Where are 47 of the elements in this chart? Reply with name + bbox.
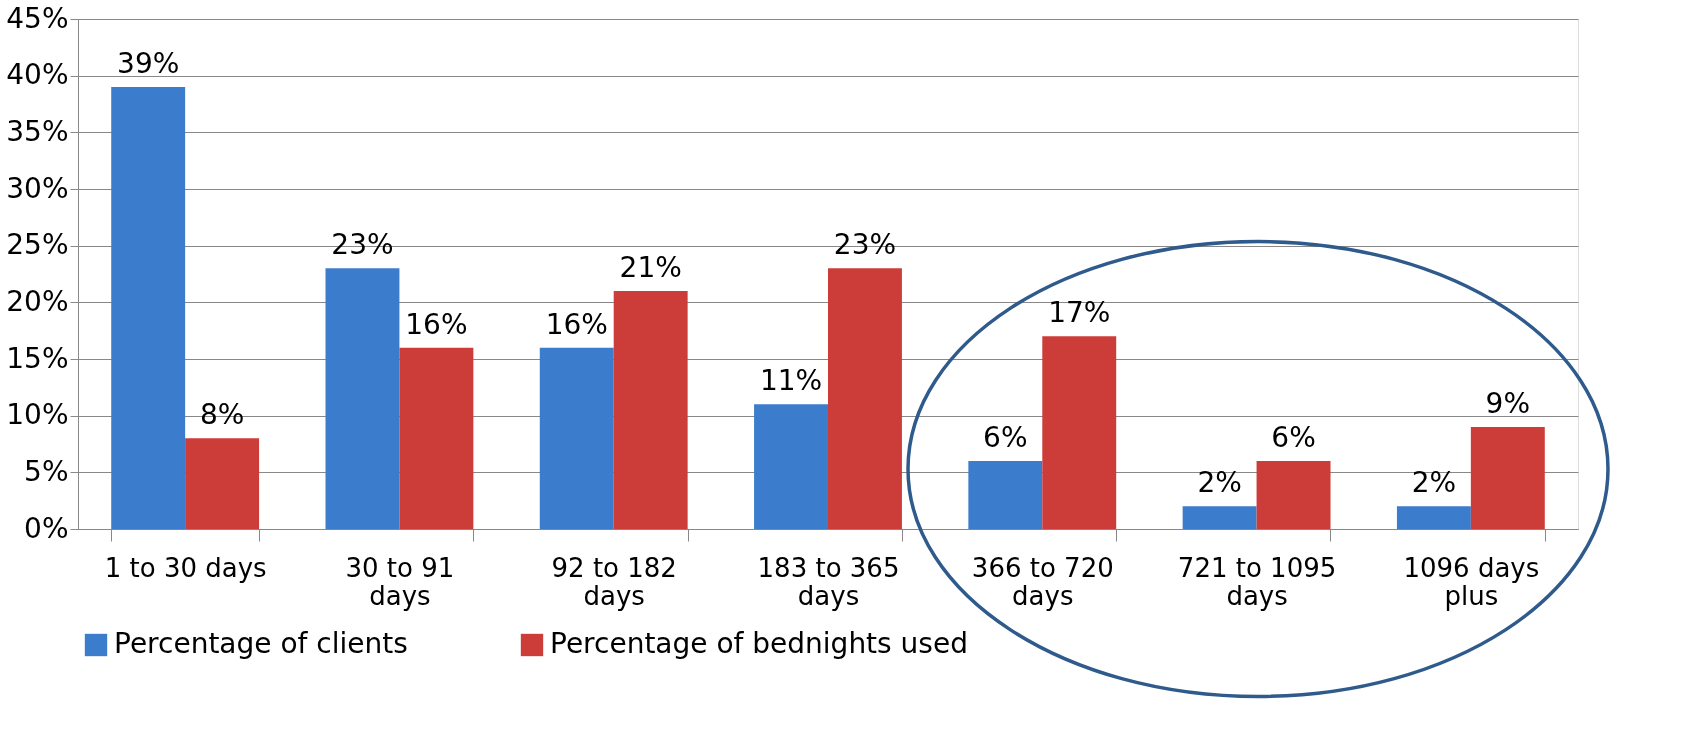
y-tick-label: 0% xyxy=(24,511,69,545)
bar xyxy=(111,87,186,529)
y-tick-label: 20% xyxy=(6,284,69,318)
x-tick-label: 721 to 1095 days xyxy=(1177,552,1337,611)
data-label: 2% xyxy=(1197,466,1242,500)
data-label: 8% xyxy=(199,398,245,432)
bar xyxy=(1396,506,1471,529)
data-label: 6% xyxy=(1271,421,1316,454)
x-tick-label: 1096 days plus xyxy=(1403,552,1540,611)
bar xyxy=(1470,427,1545,529)
data-label: 39% xyxy=(117,47,180,80)
bar xyxy=(1042,336,1117,529)
data-label: 17% xyxy=(1048,296,1111,330)
data-label: 9% xyxy=(1485,387,1531,420)
y-tick-label: 40% xyxy=(6,58,69,92)
x-tick-label: 30 to 91 days xyxy=(345,552,455,611)
bar xyxy=(1256,461,1331,529)
data-label: 23% xyxy=(331,228,394,262)
data-label: 6% xyxy=(983,421,1028,454)
data-label: 16% xyxy=(545,307,608,341)
legend-label: Percentage of clients xyxy=(114,627,408,660)
bar xyxy=(399,347,474,529)
bar xyxy=(613,291,688,529)
y-tick-label: 15% xyxy=(6,341,69,375)
y-tick-label: 25% xyxy=(6,228,69,262)
data-label: 21% xyxy=(619,251,682,284)
data-label: 16% xyxy=(405,307,468,341)
x-tick-label: 183 to 365 days xyxy=(757,552,900,611)
y-tick-label: 10% xyxy=(6,398,69,432)
bar xyxy=(185,438,260,529)
bar xyxy=(968,461,1043,529)
data-label: 11% xyxy=(759,364,823,398)
x-tick-label: 1 to 30 days xyxy=(104,552,267,583)
x-tick-label: 92 to 182 days xyxy=(551,552,677,611)
bar xyxy=(1182,506,1257,529)
legend-label: Percentage of bednights used xyxy=(550,627,968,660)
bar xyxy=(539,347,614,529)
y-tick-label: 35% xyxy=(6,114,69,148)
data-label: 2% xyxy=(1411,466,1457,500)
bar xyxy=(828,268,902,529)
bar xyxy=(325,268,400,529)
y-tick-label: 30% xyxy=(6,171,69,205)
y-tick-label: 5% xyxy=(24,454,69,488)
x-tick-label: 366 to 720 days xyxy=(971,552,1114,611)
bar xyxy=(754,404,828,529)
y-tick-label: 45% xyxy=(6,1,69,35)
data-label: 23% xyxy=(833,228,897,262)
